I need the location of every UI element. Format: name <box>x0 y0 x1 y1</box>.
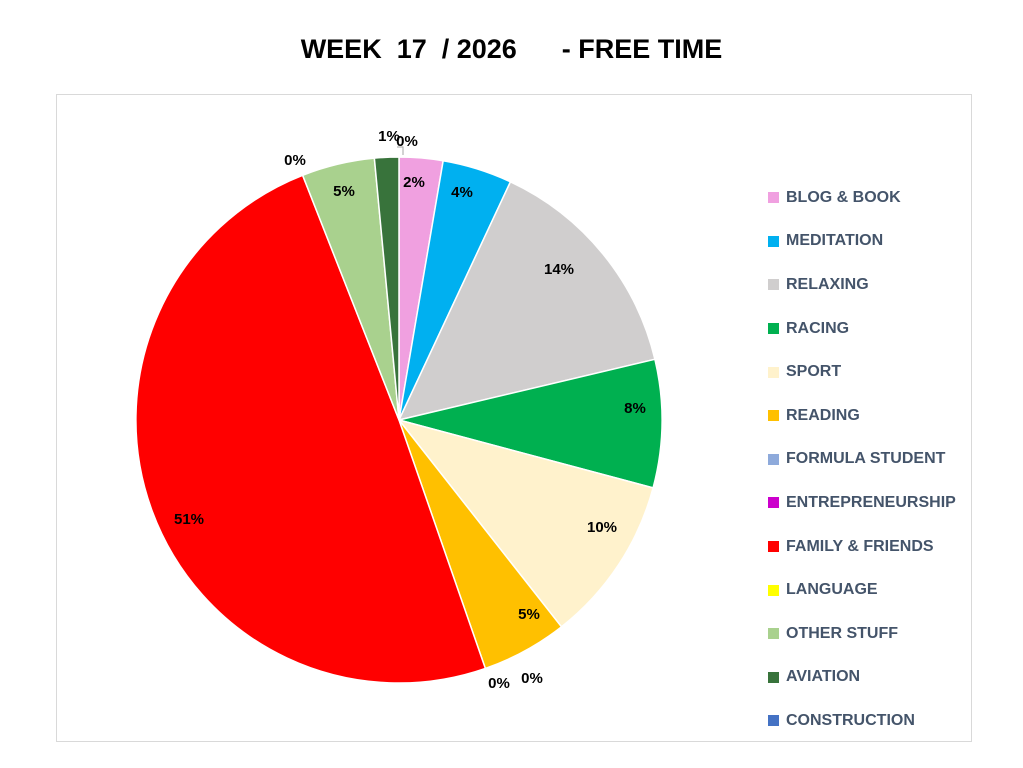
legend-label: ENTREPRENEURSHIP <box>786 493 956 511</box>
legend-item-entrepreneurship: ENTREPRENEURSHIP <box>768 481 956 525</box>
legend-label: READING <box>786 406 860 424</box>
legend-swatch <box>768 671 779 683</box>
legend-item-sport: SPORT <box>768 350 956 394</box>
legend-label: LANGUAGE <box>786 581 878 599</box>
pie-slice-sport <box>397 418 655 628</box>
legend-swatch <box>768 541 779 553</box>
legend-item-construction: CONSTRUCTION <box>768 699 956 743</box>
pie-slice-family-and-friends <box>135 174 487 684</box>
legend-swatch <box>768 323 779 335</box>
legend-label: SPORT <box>786 363 842 381</box>
pie-chart: 2%4%14%8%10%5%0%0%51%0%5%1%0% <box>135 128 663 692</box>
data-label-racing: 8% <box>624 400 646 417</box>
leader-line <box>397 146 404 155</box>
data-label-reading: 5% <box>518 606 540 623</box>
legend-item-family-and-friends: FAMILY & FRIENDS <box>768 525 956 569</box>
data-label-relaxing: 14% <box>544 261 574 278</box>
legend-swatch <box>768 453 779 465</box>
legend-item-other-stuff: OTHER STUFF <box>768 612 956 656</box>
data-label-entrepreneurship: 0% <box>488 675 510 692</box>
legend-item-formula-student: FORMULA STUDENT <box>768 438 956 482</box>
pie-slice-aviation <box>373 156 400 421</box>
data-label-other-stuff: 5% <box>333 183 355 200</box>
legend-item-blog-and-book: BLOG & BOOK <box>768 176 956 220</box>
legend-label: FAMILY & FRIENDS <box>786 537 934 555</box>
legend-item-language: LANGUAGE <box>768 568 956 612</box>
chart-area: 2% 4% 14% 8% 10% 5% 0% 0% 51% 0% 5% 1% 0% <box>56 94 972 742</box>
legend-swatch <box>768 715 779 727</box>
legend-label: CONSTRUCTION <box>786 711 915 729</box>
data-label-language: 0% <box>284 152 306 169</box>
legend-swatch <box>768 584 779 596</box>
data-label-sport: 10% <box>587 519 617 536</box>
legend-swatch <box>768 235 779 247</box>
legend-swatch <box>768 628 779 640</box>
legend-label: OTHER STUFF <box>786 624 898 642</box>
legend-swatch <box>768 192 779 204</box>
legend-item-aviation: AVIATION <box>768 656 956 700</box>
pie-slice-relaxing <box>397 180 656 422</box>
legend-label: RELAXING <box>786 275 869 293</box>
legend-label: BLOG & BOOK <box>786 188 901 206</box>
data-label-blog-and-book: 2% <box>403 174 425 191</box>
legend-swatch <box>768 366 779 378</box>
data-label-family-and-friends: 51% <box>174 511 204 528</box>
data-label-aviation: 1% <box>378 128 400 145</box>
legend-swatch <box>768 497 779 509</box>
data-label-construction: 0% <box>396 133 418 150</box>
legend-item-racing: RACING <box>768 307 956 351</box>
legend-item-relaxing: RELAXING <box>768 263 956 307</box>
legend-item-reading: READING <box>768 394 956 438</box>
legend-label: FORMULA STUDENT <box>786 450 946 468</box>
legend-label: RACING <box>786 319 850 337</box>
legend-label: AVIATION <box>786 668 861 686</box>
legend-item-meditation: MEDITATION <box>768 220 956 264</box>
legend-swatch <box>768 279 779 291</box>
data-label-formula-student: 0% <box>521 670 543 687</box>
legend: BLOG & BOOK MEDITATION RELAXING RACING SPORT… <box>768 176 956 743</box>
legend-label: MEDITATION <box>786 232 884 250</box>
data-label-meditation: 4% <box>451 184 473 201</box>
legend-swatch <box>768 410 779 422</box>
chart-title: WEEK 17 / 2026 - FREE TIME <box>300 34 723 64</box>
pie-slice-racing <box>398 358 663 489</box>
